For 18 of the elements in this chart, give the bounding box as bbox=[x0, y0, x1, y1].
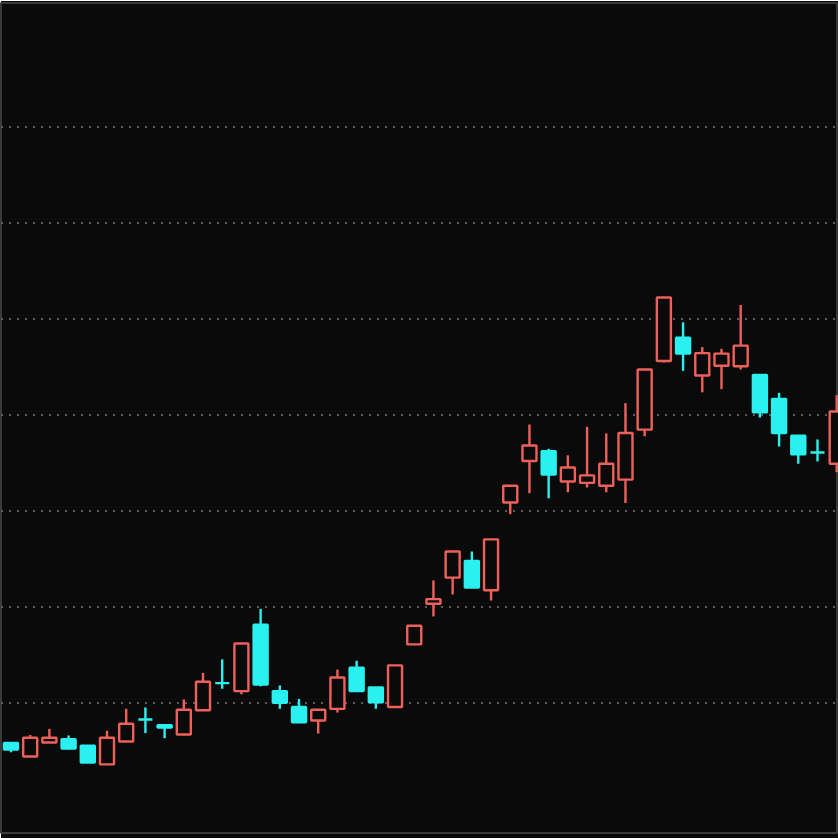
candlestick bbox=[521, 423, 538, 495]
candlestick bbox=[290, 697, 308, 724]
candlestick bbox=[233, 642, 250, 696]
candlestick bbox=[502, 484, 519, 516]
candlestick bbox=[310, 708, 327, 735]
candlestick bbox=[214, 658, 231, 690]
candlestick bbox=[271, 684, 289, 711]
candlestick bbox=[790, 434, 807, 465]
candlestick bbox=[463, 550, 481, 589]
candlestick bbox=[425, 579, 442, 618]
candlestick bbox=[406, 624, 423, 646]
candlestick bbox=[386, 664, 404, 709]
candlestick bbox=[137, 706, 154, 735]
candlestick bbox=[674, 321, 692, 373]
candlestick bbox=[540, 447, 557, 500]
candlestick bbox=[329, 668, 346, 714]
candlestick bbox=[809, 438, 826, 463]
candlestick bbox=[444, 550, 461, 596]
